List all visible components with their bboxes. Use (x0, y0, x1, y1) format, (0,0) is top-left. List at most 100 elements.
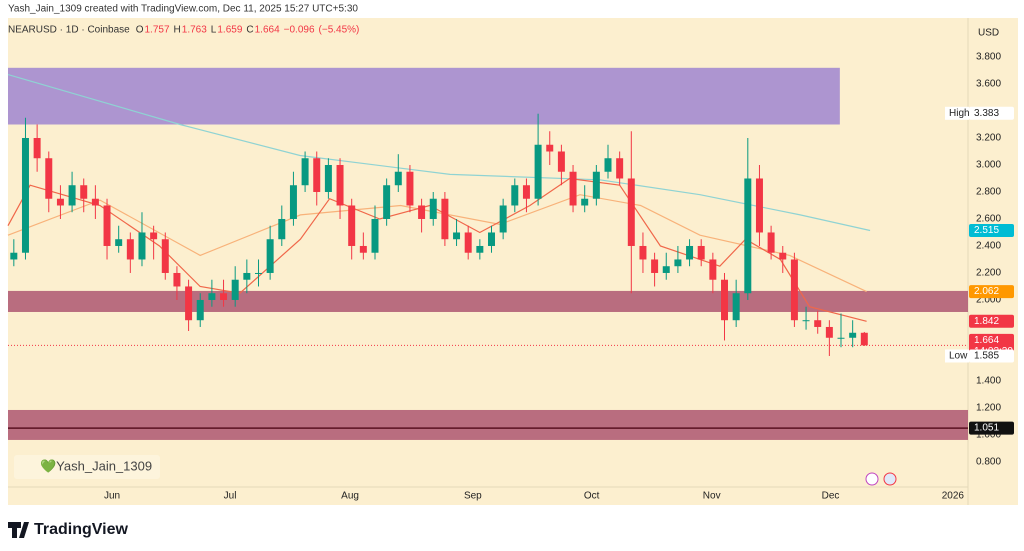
price-label-box (969, 314, 1014, 328)
candle-body (126, 239, 134, 260)
price-label: 1.585 (974, 351, 999, 362)
x-tick-label: Sep (464, 491, 482, 502)
candle-body (220, 293, 228, 300)
x-tick-label: Dec (822, 491, 840, 502)
footer: TradingView (34, 521, 129, 538)
candle-body (837, 337, 845, 339)
x-tick-label: Jun (104, 491, 120, 502)
y-tick-label: 0.800 (976, 457, 1001, 468)
y-tick-label: 3.800 (976, 52, 1001, 63)
candle-body (80, 185, 88, 199)
candle-body (313, 158, 321, 192)
x-tick-label: Jul (224, 491, 237, 502)
legend-item: L (211, 25, 217, 36)
candle-body (371, 218, 379, 253)
candle-body (45, 158, 53, 199)
price-label: 3.383 (974, 108, 999, 119)
y-tick-label: 2.200 (976, 268, 1001, 279)
candle-body (499, 205, 507, 233)
candle-body (161, 239, 169, 273)
header: Yash_Jain_1309 created with TradingView.… (8, 4, 358, 15)
candle-body (721, 279, 728, 321)
candle-body (301, 158, 309, 186)
candle-body (697, 245, 705, 260)
candle-body (755, 178, 763, 233)
price-label: 1.051 (974, 423, 999, 434)
plot (7, 67, 968, 440)
price-name: High (949, 108, 970, 119)
y-tick-label: 3.600 (976, 79, 1001, 90)
candle-body (173, 272, 181, 287)
candle-body (254, 272, 262, 274)
zone (8, 409, 968, 440)
logo-mark (8, 522, 29, 538)
candle-body (662, 266, 670, 273)
candle-body (522, 185, 530, 199)
price-label: 2.062 (974, 286, 999, 297)
candle-body (802, 320, 810, 322)
candle-body (511, 185, 519, 206)
candle-body (406, 171, 414, 206)
price-name-box (945, 106, 969, 120)
candle-body (464, 232, 472, 253)
candle-body (21, 137, 29, 253)
candle-body (336, 164, 344, 206)
candle-body (592, 171, 600, 199)
candle-body (359, 245, 367, 253)
candle-body (243, 272, 251, 280)
candle-body (208, 293, 216, 300)
price-name-box (945, 349, 969, 363)
candle-body (10, 252, 18, 260)
price-name: Low (949, 351, 968, 362)
candle-body (488, 232, 495, 246)
candle-body (138, 232, 146, 260)
legend-item: NEARUSD · 1D · Coinbase (8, 25, 130, 36)
x-tick-label: Aug (341, 491, 359, 502)
event-icon[interactable] (883, 472, 897, 486)
candle-body (779, 252, 787, 260)
price-label-box (969, 349, 1014, 363)
zone (8, 290, 968, 312)
candle-body (639, 245, 647, 260)
candle-body (767, 232, 775, 253)
candle-body (557, 151, 565, 172)
y-tick-label: 2.400 (976, 241, 1001, 252)
y-tick-label: 3.000 (976, 160, 1001, 171)
candle-body (278, 218, 286, 240)
candle-body (185, 286, 193, 321)
price-label-box (969, 285, 1014, 299)
candle-body (860, 332, 868, 346)
currency: USD (978, 28, 999, 39)
price-label-box (969, 106, 1014, 120)
x-tick-label: Nov (703, 491, 721, 502)
watermark: 💚Yash_Jain_1309 (40, 458, 152, 473)
event-icon[interactable] (865, 472, 879, 486)
legend-item: 1.757 (145, 25, 170, 36)
candle-body (383, 185, 391, 219)
legend-item: C (246, 25, 253, 36)
tv-logo (8, 522, 29, 538)
candle-body (651, 259, 659, 273)
y-tick-label: 1.200 (976, 403, 1001, 414)
y-tick-label: 1.400 (976, 376, 1001, 387)
price-label: 2.515 (974, 225, 999, 236)
candle-body (825, 326, 833, 338)
x-tick-label: 2026 (942, 491, 965, 502)
legend-item: −0.096 (284, 25, 315, 36)
candle-body (569, 171, 577, 206)
zone (8, 67, 840, 125)
candle-body (709, 259, 717, 280)
legend-item: O (136, 25, 144, 36)
legend-item: 1.763 (182, 25, 207, 36)
candle-body (33, 137, 41, 159)
candle-body (546, 144, 554, 152)
y-tick-label: 2.000 (976, 295, 1001, 306)
candle-body (348, 205, 356, 246)
candle-body (476, 245, 484, 253)
legend-item: (−5.45%) (319, 25, 360, 36)
candle-body (814, 320, 822, 327)
legend-item: 1.664 (255, 25, 280, 36)
ma-line (7, 74, 871, 232)
watermark-box (14, 455, 160, 479)
